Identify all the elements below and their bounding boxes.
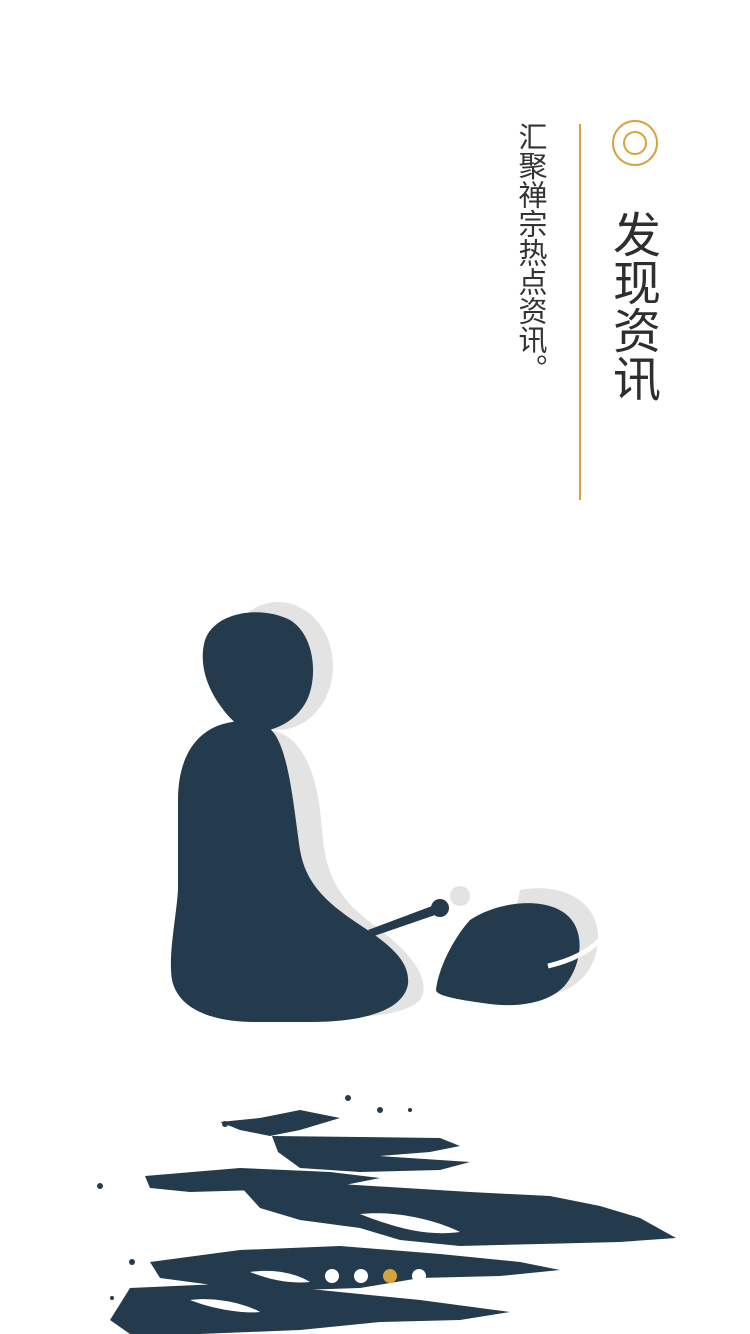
page-dot-1[interactable] (324, 1269, 339, 1283)
gold-divider (579, 124, 581, 500)
ink-splash-decoration (97, 1095, 676, 1334)
page-indicator (0, 1269, 750, 1285)
meditating-monk-illustration (170, 602, 602, 1022)
page-dot-4[interactable] (411, 1269, 426, 1283)
page-title: 发现资讯 (604, 210, 660, 402)
page-dot-3-active[interactable] (382, 1269, 397, 1283)
page-subtitle: 汇聚禅宗热点资讯。 (514, 122, 548, 383)
page-dot-2[interactable] (353, 1269, 368, 1283)
circle-logo-icon (612, 120, 658, 166)
